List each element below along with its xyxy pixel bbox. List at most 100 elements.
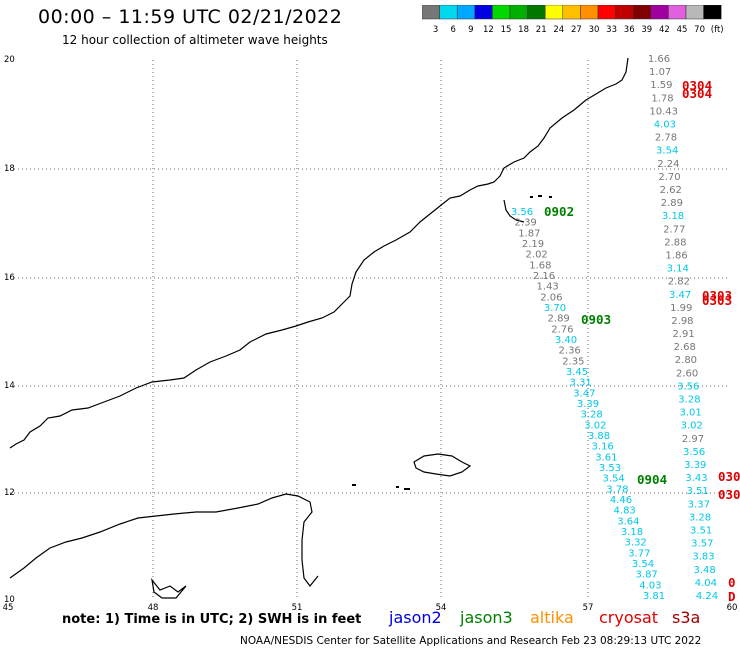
swh-value: 2.76 (551, 324, 573, 335)
swh-value: 3.54 (603, 474, 625, 485)
swh-value: 1.78 (651, 93, 673, 104)
lat-lon-grid (10, 60, 730, 600)
swh-value: 3.61 (595, 452, 617, 463)
legend-swatch (492, 5, 511, 20)
latitude-labels: 20 18 16 14 12 10 (4, 55, 15, 605)
swh-value: 3.57 (691, 539, 713, 550)
swh-value: 2.68 (674, 342, 696, 353)
legend-satellite-jason2: jason2 (389, 608, 442, 627)
swh-value: 1.07 (649, 67, 671, 78)
legend-tick-label: 70 (694, 25, 705, 35)
swh-value: 3.78 (606, 484, 628, 495)
legend-tick-label: 18 (518, 25, 529, 35)
lat-label: 18 (4, 164, 15, 174)
lon-label: 60 (727, 603, 738, 613)
legend-tick-label: 21 (536, 25, 547, 35)
legend-swatch (509, 5, 528, 20)
swh-value: 3.39 (684, 460, 706, 471)
lat-label: 10 (4, 595, 15, 605)
swh-value: 3.01 (679, 408, 701, 419)
swh-value: 4.03 (654, 119, 676, 130)
legend-satellite-altika: altika (530, 608, 574, 627)
swh-value: 4.04 (695, 578, 717, 589)
swh-value: 3.45 (566, 367, 588, 378)
altimeter-track-b: 1.66 1.07 1.59 1.78 10.43 4.03 2.78 3.54 2.24 2.7… (648, 54, 718, 602)
legend-swatch (439, 5, 458, 20)
swh-value: 3.81 (643, 591, 665, 602)
swh-value: 1.66 (648, 54, 670, 65)
lat-label: 20 (4, 55, 15, 65)
legend-tick-label: 30 (589, 25, 600, 35)
swh-value: 4.46 (610, 495, 632, 506)
altimeter-track-a: 3.562.391.872.192.021.682.161.432.063.70… (511, 207, 665, 602)
swh-value: 3.43 (685, 473, 707, 484)
swh-value: 2.36 (559, 346, 581, 357)
legend-swatch (474, 5, 493, 20)
swh-value: 3.56 (677, 381, 699, 392)
legend-tick-label: 24 (553, 25, 564, 35)
swh-value: 2.82 (668, 277, 690, 288)
swh-value: 3.14 (667, 264, 689, 275)
color-scale-legend: 3 6 9 12 15 18 21 24 27 30 33 36 39 42 45 70 (ft) (422, 5, 724, 35)
swh-value: 2.24 (657, 159, 679, 170)
swh-value: 2.16 (533, 271, 555, 282)
legend-tick-label: 45 (677, 25, 688, 35)
swh-value: 4.24 (696, 591, 718, 602)
swh-value: 2.35 (562, 356, 584, 367)
legend-tick-label: 12 (483, 25, 494, 35)
lon-label: 51 (292, 603, 303, 613)
swh-value: 2.89 (548, 314, 570, 325)
legend-tick-label: 9 (468, 25, 473, 35)
swh-value: 3.32 (625, 538, 647, 549)
swh-value: 3.54 (656, 146, 678, 157)
legend-swatch (632, 5, 652, 20)
legend-swatch (597, 5, 616, 20)
legend-tick-label: 6 (450, 25, 455, 35)
swh-value: 3.56 (683, 447, 705, 458)
swh-value: 3.28 (689, 512, 711, 523)
legend-swatch (544, 5, 564, 20)
pass-time-label: 0304 (682, 86, 712, 101)
swh-value: 3.87 (636, 570, 658, 581)
lon-label: 45 (3, 603, 14, 613)
swh-value: 2.98 (671, 316, 693, 327)
legend-tick-label: (ft) (711, 25, 724, 35)
lon-label: 57 (583, 603, 594, 613)
swh-value: 3.47 (669, 290, 691, 301)
swh-value: 1.87 (518, 228, 540, 239)
swh-value: 3.37 (688, 499, 710, 510)
pass-time-label: 0904 (637, 472, 667, 487)
swh-value: 10.43 (649, 106, 678, 117)
pass-time-label: 0303 (702, 288, 732, 303)
legend-labels: 3 6 9 12 15 18 21 24 27 30 33 36 39 42 45 70 (ft) (433, 25, 724, 35)
swh-value: 2.19 (522, 239, 544, 250)
swh-value: 3.48 (694, 565, 716, 576)
pass-time-label: 0303 (702, 293, 732, 308)
swh-value: 3.77 (628, 548, 650, 559)
swh-value: 2.89 (661, 198, 683, 209)
swh-value: 2.39 (515, 218, 537, 229)
swh-value: 3.64 (617, 516, 639, 527)
swh-value: 3.70 (544, 303, 566, 314)
legend-tick-label: 33 (606, 25, 617, 35)
legend-swatch (703, 5, 722, 20)
swh-value: 3.83 (692, 552, 714, 563)
swh-value: 3.39 (577, 399, 599, 410)
swh-value: 3.02 (681, 421, 703, 432)
swh-value: 1.59 (650, 80, 672, 91)
swh-value: 2.70 (658, 172, 680, 183)
legend-swatch (580, 5, 599, 20)
legend-tick-label: 39 (641, 25, 652, 35)
swh-value: 3.51 (690, 526, 712, 537)
swh-value: 3.18 (662, 211, 684, 222)
swh-value: 1.99 (670, 303, 692, 314)
longitude-labels: 45 48 51 54 57 60 (3, 603, 738, 613)
coastline (9, 57, 629, 599)
swh-value: 1.86 (665, 250, 687, 261)
pass-time-label: 030 (718, 469, 740, 484)
pass-time-label: 0304 (682, 78, 712, 93)
legend-tick-label: 15 (501, 25, 512, 35)
legend-swatch (562, 5, 581, 20)
swh-value: 2.80 (675, 355, 697, 366)
